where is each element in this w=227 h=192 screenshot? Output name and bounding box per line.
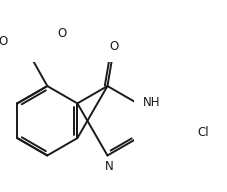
Text: O: O [0,35,8,48]
Text: O: O [109,41,118,53]
Text: N: N [104,160,113,173]
Text: NH: NH [142,96,160,109]
Text: O: O [57,26,66,40]
Text: Cl: Cl [197,126,208,139]
